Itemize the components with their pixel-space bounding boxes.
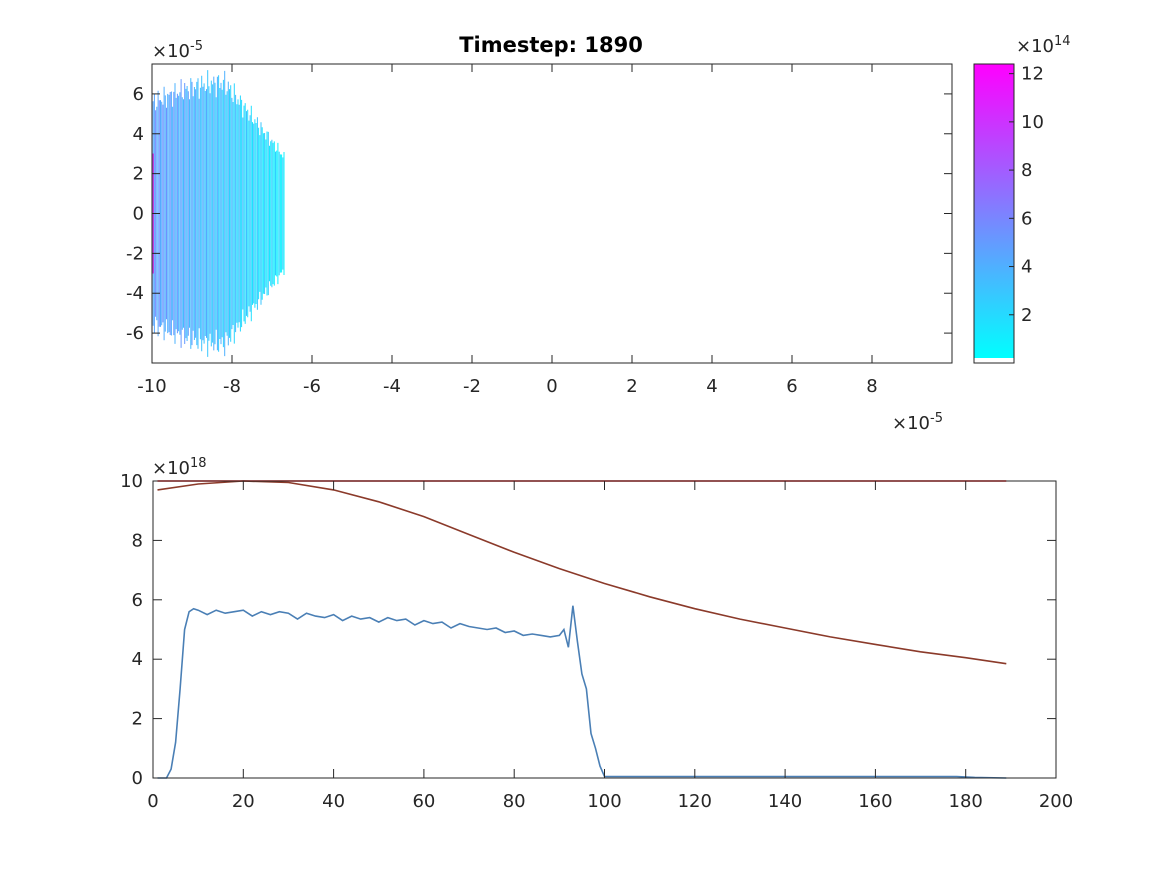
heatmap-x-tick-label: 8 bbox=[866, 376, 877, 397]
line-chart-x-tick-label: 200 bbox=[1039, 791, 1073, 812]
line-chart-x-tick-label: 80 bbox=[503, 791, 526, 812]
line-chart-x-tick-label: 120 bbox=[678, 791, 712, 812]
heatmap-y-tick-label: 4 bbox=[133, 124, 144, 145]
colorbar-tick-label: 12 bbox=[1021, 64, 1044, 85]
line-series bbox=[157, 480, 1007, 779]
line-chart-axis-box bbox=[152, 480, 1057, 779]
colorbar-gradient bbox=[974, 64, 1014, 358]
heatmap-y-exponent: ×10-5 bbox=[152, 39, 203, 62]
line-chart-x-tick-label: 40 bbox=[322, 791, 345, 812]
colorbar-tick-label: 4 bbox=[1021, 257, 1032, 278]
line-chart-axes: 0 20 40 60 80 100 120 140 160 180 200 0 2 4 6 8 10 ×1018 bbox=[120, 456, 1073, 812]
line-chart-y-tick-label: 0 bbox=[132, 768, 143, 789]
line-chart-x-tick-label: 100 bbox=[587, 791, 621, 812]
line-chart-y-tick-label: 4 bbox=[132, 649, 143, 670]
field-pattern bbox=[151, 70, 285, 357]
heatmap-x-tick-label: -4 bbox=[383, 376, 401, 397]
heatmap-y-tick-label: -2 bbox=[126, 243, 144, 264]
colorbar-tick-label: 10 bbox=[1021, 112, 1044, 133]
colorbar-tick-label: 2 bbox=[1021, 305, 1032, 326]
heatmap-x-tick-label: -8 bbox=[223, 376, 241, 397]
heatmap-x-exponent: ×10-5 bbox=[892, 411, 943, 434]
colorbar-tick-label: 8 bbox=[1021, 160, 1032, 181]
colorbar: 2 4 6 8 10 12 ×1014 bbox=[973, 34, 1071, 364]
heatmap-y-tick-label: 6 bbox=[133, 84, 144, 105]
colorbar-ticks: 2 4 6 8 10 12 bbox=[1009, 64, 1044, 326]
field-heatmap-axes: Timestep: 1890 -10 -8 -6 -4 -2 0 2 4 6 8 -6 -4 -2 0 2 4… bbox=[126, 33, 953, 434]
heatmap-y-tick-label: 2 bbox=[133, 164, 144, 185]
chart-title: Timestep: 1890 bbox=[459, 33, 643, 57]
heatmap-x-tick-label: -2 bbox=[463, 376, 481, 397]
heatmap-ticks: -10 -8 -6 -4 -2 0 2 4 6 8 -6 -4 -2 0 2 4 6 bbox=[126, 64, 952, 397]
heatmap-x-tick-label: 6 bbox=[786, 376, 797, 397]
heatmap-x-tick-label: 4 bbox=[706, 376, 717, 397]
line-chart-y-tick-label: 6 bbox=[132, 590, 143, 611]
line-chart-y-tick-label: 8 bbox=[132, 530, 143, 551]
series-line-2 bbox=[157, 480, 1007, 665]
line-chart-x-tick-label: 160 bbox=[858, 791, 892, 812]
heatmap-x-tick-label: 0 bbox=[546, 376, 557, 397]
heatmap-x-tick-label: 2 bbox=[626, 376, 637, 397]
heatmap-y-tick-label: -4 bbox=[126, 283, 144, 304]
line-chart-x-tick-label: 60 bbox=[412, 791, 435, 812]
heatmap-y-tick-label: -6 bbox=[126, 323, 144, 344]
line-chart-ticks: 0 20 40 60 80 100 120 140 160 180 200 0 2 4 6 8 10 bbox=[120, 471, 1073, 812]
heatmap-x-tick-label: -10 bbox=[137, 376, 166, 397]
heatmap-y-tick-label: 0 bbox=[133, 204, 144, 225]
colorbar-exponent: ×1014 bbox=[1016, 34, 1071, 57]
line-chart-y-exponent: ×1018 bbox=[152, 456, 207, 479]
series-line-3 bbox=[157, 605, 1007, 779]
line-chart-x-tick-label: 20 bbox=[232, 791, 255, 812]
line-chart-x-tick-label: 140 bbox=[768, 791, 802, 812]
line-chart-x-tick-label: 0 bbox=[147, 791, 158, 812]
line-chart-x-tick-label: 180 bbox=[949, 791, 983, 812]
colorbar-base bbox=[974, 358, 1014, 363]
line-chart-y-tick-label: 10 bbox=[120, 471, 143, 492]
colorbar-tick-label: 6 bbox=[1021, 208, 1032, 229]
heatmap-x-tick-label: -6 bbox=[303, 376, 321, 397]
line-chart-y-tick-label: 2 bbox=[132, 709, 143, 730]
colorbar-box bbox=[973, 63, 1015, 364]
